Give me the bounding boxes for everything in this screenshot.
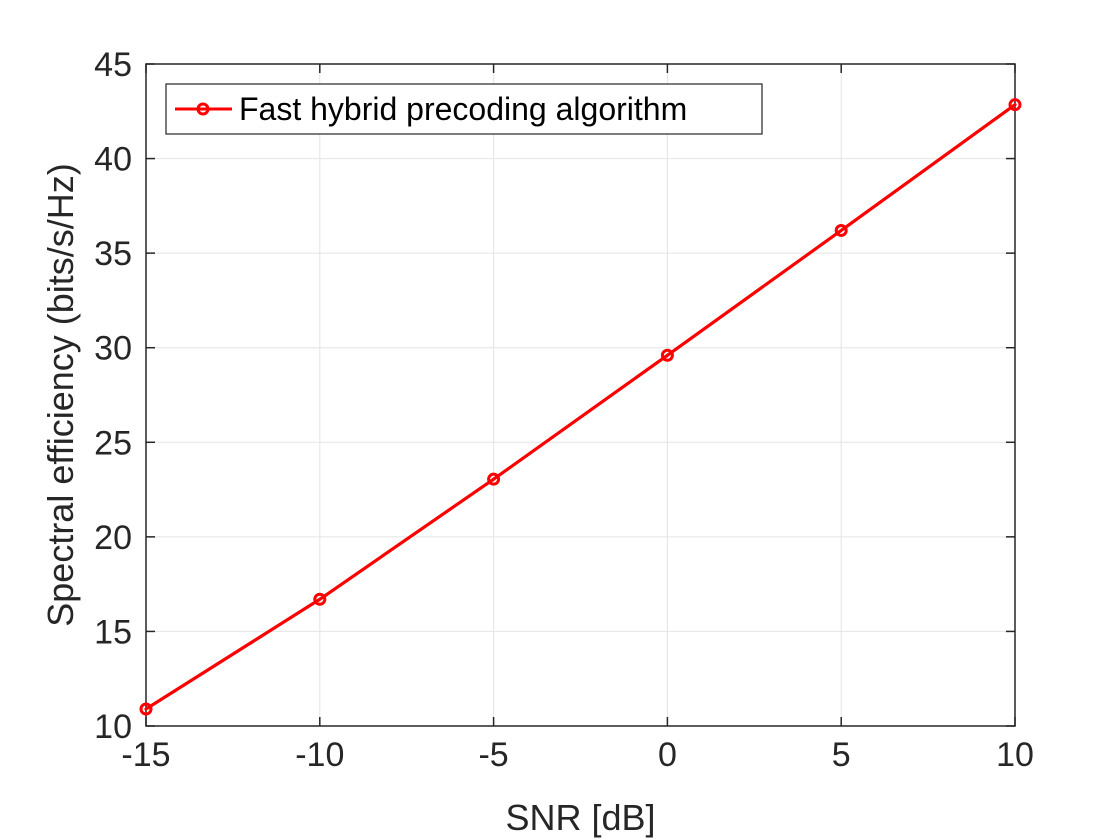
data-point bbox=[313, 592, 327, 606]
legend-box bbox=[165, 83, 763, 135]
data-point bbox=[487, 472, 501, 486]
y-tick-label: 45 bbox=[94, 46, 132, 84]
grid bbox=[146, 64, 1015, 726]
series-layer bbox=[139, 98, 1022, 716]
y-tick-label: 30 bbox=[94, 330, 132, 368]
data-point bbox=[1008, 98, 1022, 112]
x-tick-label: -15 bbox=[121, 736, 170, 774]
x-tick-label: 5 bbox=[832, 736, 851, 774]
y-axis-title: Spectral efficiency (bits/s/Hz) bbox=[40, 163, 81, 626]
x-tick-label: 10 bbox=[996, 736, 1034, 774]
y-tick-label: 15 bbox=[94, 613, 132, 651]
axes-box bbox=[145, 63, 1016, 727]
x-tick-label: 0 bbox=[658, 736, 677, 774]
y-tick-label: 10 bbox=[94, 708, 132, 746]
y-tick-label: 20 bbox=[94, 519, 132, 557]
data-point bbox=[139, 702, 153, 716]
y-tick-label: 25 bbox=[94, 424, 132, 462]
ticks: -15 -10 -5 0 5 10 10 15 20 25 30 35 40 45 bbox=[94, 46, 1034, 774]
y-tick-label: 35 bbox=[94, 235, 132, 273]
x-tick-label: -10 bbox=[295, 736, 344, 774]
data-point bbox=[660, 348, 674, 362]
x-axis-title: SNR [dB] bbox=[505, 797, 655, 838]
series-line bbox=[144, 103, 1017, 711]
data-point bbox=[834, 223, 848, 237]
legend: Fast hybrid precoding algorithm bbox=[165, 83, 763, 135]
x-tick-label: -5 bbox=[478, 736, 508, 774]
legend-label: Fast hybrid precoding algorithm bbox=[239, 91, 687, 127]
legend-marker bbox=[196, 102, 210, 116]
y-tick-label: 40 bbox=[94, 141, 132, 179]
